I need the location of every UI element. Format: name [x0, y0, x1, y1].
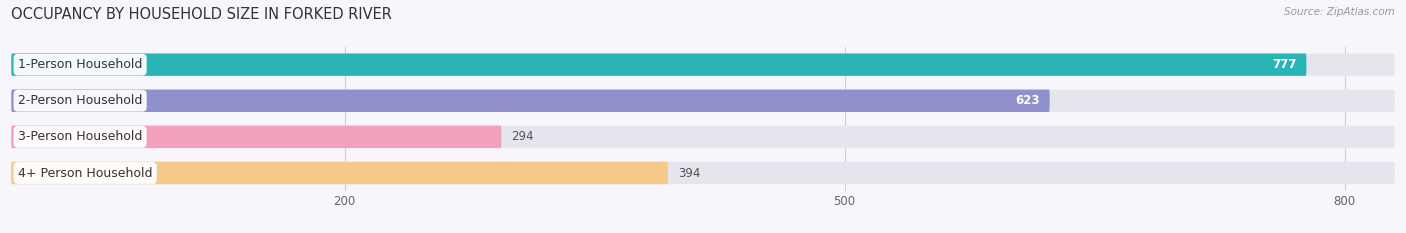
- Text: 2-Person Household: 2-Person Household: [18, 94, 142, 107]
- FancyBboxPatch shape: [11, 53, 1395, 76]
- Text: 394: 394: [678, 167, 700, 179]
- Text: 777: 777: [1272, 58, 1296, 71]
- Text: 3-Person Household: 3-Person Household: [18, 130, 142, 143]
- Text: OCCUPANCY BY HOUSEHOLD SIZE IN FORKED RIVER: OCCUPANCY BY HOUSEHOLD SIZE IN FORKED RI…: [11, 7, 392, 22]
- Text: Source: ZipAtlas.com: Source: ZipAtlas.com: [1284, 7, 1395, 17]
- Text: 4+ Person Household: 4+ Person Household: [18, 167, 152, 179]
- FancyBboxPatch shape: [11, 162, 668, 184]
- FancyBboxPatch shape: [11, 53, 1306, 76]
- Text: 1-Person Household: 1-Person Household: [18, 58, 142, 71]
- FancyBboxPatch shape: [11, 89, 1050, 112]
- FancyBboxPatch shape: [11, 126, 1395, 148]
- FancyBboxPatch shape: [11, 162, 1395, 184]
- Text: 294: 294: [512, 130, 534, 143]
- FancyBboxPatch shape: [11, 126, 502, 148]
- Text: 623: 623: [1015, 94, 1039, 107]
- FancyBboxPatch shape: [11, 89, 1395, 112]
